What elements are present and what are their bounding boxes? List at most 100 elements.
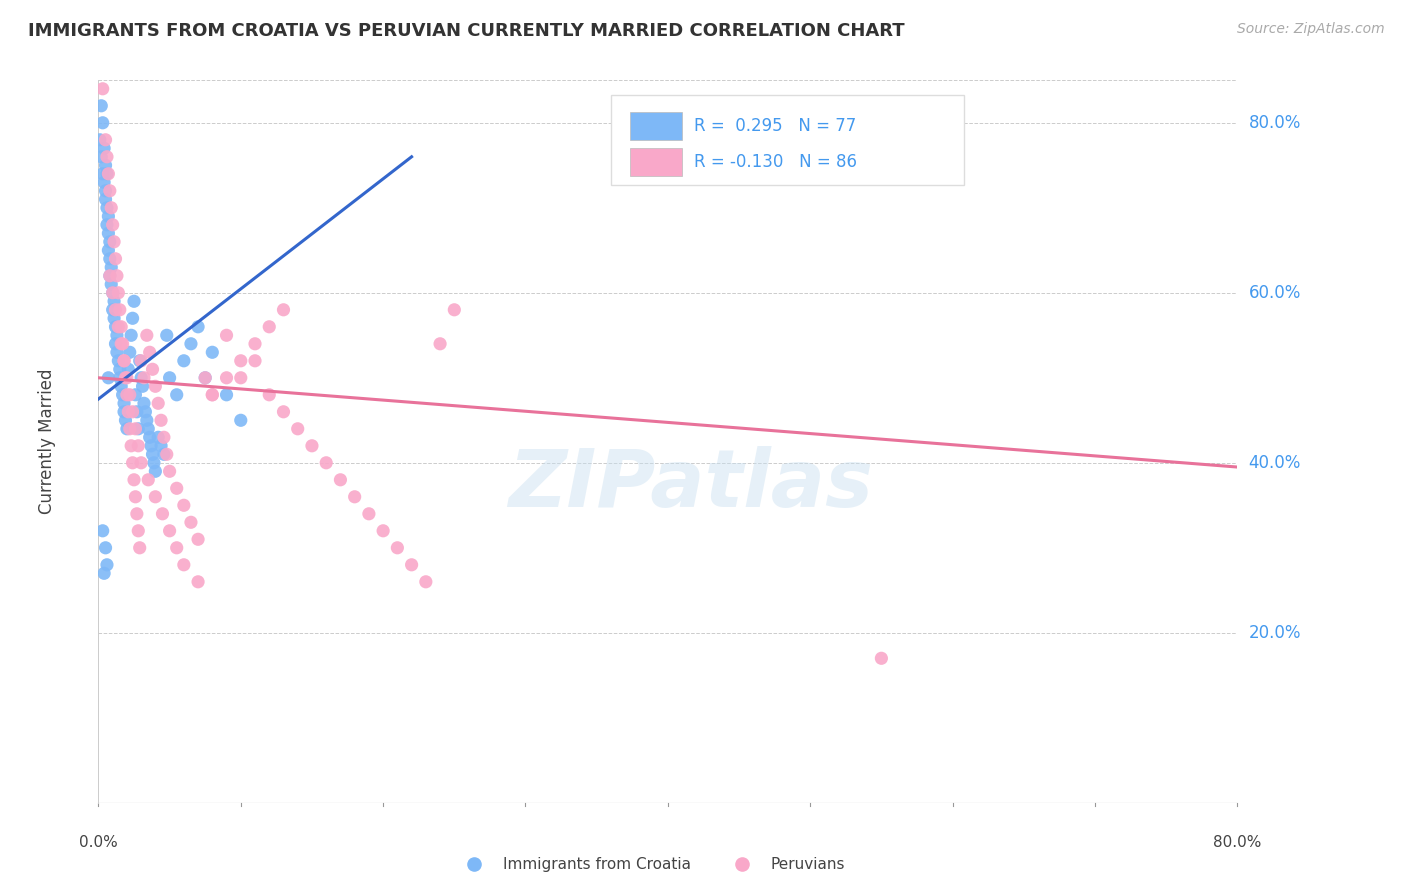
Point	[117, 362, 139, 376]
Point	[301, 439, 323, 453]
Point	[273, 302, 295, 317]
Point	[97, 167, 120, 181]
Point	[101, 302, 124, 317]
Point	[148, 430, 170, 444]
Point	[215, 328, 238, 343]
Point	[98, 268, 121, 283]
Point	[115, 422, 138, 436]
Point	[94, 192, 117, 206]
Point	[110, 336, 132, 351]
Point	[136, 473, 159, 487]
Point	[124, 388, 146, 402]
Point	[96, 201, 118, 215]
Text: R = -0.130   N = 86: R = -0.130 N = 86	[695, 153, 858, 171]
Point	[108, 371, 131, 385]
Point	[107, 285, 129, 300]
Point	[153, 430, 176, 444]
Point	[96, 558, 118, 572]
Point	[107, 319, 129, 334]
Point	[94, 158, 117, 172]
Point	[870, 651, 893, 665]
Point	[132, 371, 155, 385]
Point	[93, 141, 115, 155]
Point	[125, 405, 148, 419]
Point	[287, 422, 309, 436]
Point	[90, 150, 112, 164]
Point	[132, 396, 155, 410]
Text: 0.0%: 0.0%	[79, 835, 118, 850]
Point	[129, 353, 152, 368]
Point	[173, 353, 195, 368]
Point	[105, 345, 128, 359]
Point	[97, 209, 120, 223]
Point	[101, 218, 124, 232]
Point	[124, 422, 146, 436]
Point	[401, 558, 423, 572]
Point	[201, 388, 224, 402]
Point	[135, 328, 157, 343]
Text: ZIPatlas: ZIPatlas	[508, 446, 873, 524]
Point	[120, 439, 142, 453]
Point	[259, 388, 281, 402]
Bar	[630, 148, 682, 176]
Point	[128, 541, 150, 555]
Point	[89, 133, 111, 147]
Point	[135, 413, 157, 427]
Point	[118, 345, 141, 359]
Point	[91, 116, 114, 130]
Point	[259, 319, 281, 334]
Point	[120, 328, 142, 343]
Point	[114, 371, 136, 385]
Point	[127, 439, 149, 453]
Point	[141, 447, 163, 461]
Text: Peruvians: Peruvians	[770, 856, 845, 871]
Point	[91, 524, 114, 538]
Point	[112, 405, 135, 419]
Point	[315, 456, 337, 470]
Point	[105, 268, 128, 283]
Point	[180, 336, 202, 351]
Point	[387, 541, 409, 555]
Point	[145, 379, 167, 393]
Point	[131, 379, 153, 393]
Point	[201, 388, 224, 402]
Point	[121, 311, 143, 326]
Point	[215, 371, 238, 385]
Point	[215, 388, 238, 402]
Point	[104, 252, 127, 266]
Text: Currently Married: Currently Married	[38, 368, 56, 515]
Point	[91, 167, 114, 181]
Point	[96, 167, 118, 181]
Point	[98, 268, 121, 283]
Point	[91, 82, 114, 96]
Point	[101, 285, 124, 300]
Point	[104, 302, 127, 317]
Point	[108, 362, 131, 376]
Point	[96, 218, 118, 232]
Point	[136, 422, 159, 436]
Point	[114, 413, 136, 427]
Point	[229, 353, 252, 368]
Text: 80.0%: 80.0%	[1213, 835, 1261, 850]
Point	[98, 184, 121, 198]
Point	[145, 464, 167, 478]
Point	[129, 456, 152, 470]
Point	[150, 439, 173, 453]
Point	[173, 558, 195, 572]
Point	[138, 345, 160, 359]
Point	[97, 371, 120, 385]
Point	[100, 277, 122, 292]
Point	[118, 388, 141, 402]
Point	[187, 319, 209, 334]
Point	[94, 133, 117, 147]
Bar	[630, 112, 682, 139]
Point	[145, 490, 167, 504]
Point	[108, 302, 131, 317]
Point	[94, 541, 117, 555]
Point	[443, 302, 465, 317]
Point	[115, 388, 138, 402]
Point	[343, 490, 366, 504]
Point	[98, 252, 121, 266]
Point	[148, 396, 170, 410]
Point	[201, 345, 224, 359]
